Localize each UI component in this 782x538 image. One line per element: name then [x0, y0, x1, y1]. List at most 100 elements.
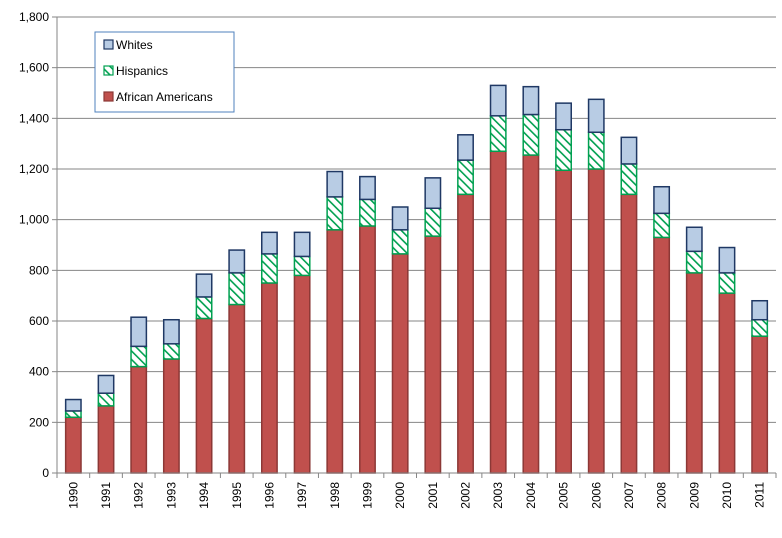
bar-segment-hispanics	[326, 196, 344, 231]
legend-label: Hispanics	[116, 64, 168, 78]
bar-segment-whites	[718, 246, 736, 274]
bar-segment-hispanics	[293, 255, 311, 277]
x-tick-label: 2011	[753, 482, 767, 508]
bar-segment-whites	[653, 185, 671, 215]
y-tick-label: 1,400	[19, 111, 49, 125]
y-tick-label: 600	[29, 314, 49, 328]
bar-segment-hispanics	[130, 345, 148, 368]
bar-segment-whites	[293, 231, 311, 258]
y-tick-label: 1,200	[19, 162, 49, 176]
x-tick-label: 1993	[164, 482, 178, 509]
bar-segment-african-americans	[457, 193, 474, 474]
bar-segment-african-americans	[326, 229, 344, 474]
bar-segment-whites	[391, 206, 409, 231]
bar-segment-african-americans	[130, 365, 148, 474]
y-tick-label: 200	[29, 415, 49, 429]
bar-segment-hispanics	[685, 250, 703, 274]
bar-segment-african-americans	[751, 335, 769, 474]
x-tick-label: 1997	[295, 482, 309, 509]
y-tick-label: 1,800	[19, 10, 49, 24]
bar-segment-hispanics	[228, 272, 246, 306]
bar-segment-whites	[620, 136, 638, 165]
bar-segment-whites	[326, 170, 344, 198]
legend-label: African Americans	[116, 90, 213, 104]
bar-segment-african-americans	[522, 154, 540, 474]
x-tick-label: 1995	[230, 482, 244, 509]
legend-swatch-african-americans	[103, 91, 114, 102]
bar-segment-whites	[261, 231, 278, 255]
bar-segment-whites	[751, 299, 769, 321]
y-tick-label: 1,000	[19, 213, 49, 227]
y-tick-label: 400	[29, 365, 49, 379]
bar-segment-whites	[522, 85, 540, 116]
bar-segment-african-americans	[391, 253, 409, 474]
bar-segment-african-americans	[620, 193, 638, 474]
bar-segment-hispanics	[555, 128, 572, 172]
bar-segment-whites	[457, 134, 474, 161]
y-tick-label: 0	[42, 466, 49, 480]
bar-segment-african-americans	[261, 282, 278, 474]
x-tick-label: 1990	[66, 482, 80, 509]
x-tick-label: 1992	[132, 482, 146, 509]
bar-segment-hispanics	[195, 296, 213, 320]
bar-segment-whites	[359, 175, 376, 201]
bar-segment-hispanics	[424, 207, 442, 237]
bar-segment-african-americans	[64, 416, 82, 474]
x-tick-label: 2004	[524, 482, 538, 509]
x-tick-label: 1991	[99, 482, 113, 509]
bar-segment-hispanics	[457, 159, 474, 196]
bar-segment-hispanics	[261, 253, 278, 284]
x-tick-label: 2002	[459, 482, 473, 509]
x-tick-label: 2000	[393, 482, 407, 509]
x-tick-label: 1999	[360, 482, 374, 509]
x-tick-label: 2005	[557, 482, 571, 509]
bar-segment-african-americans	[587, 168, 605, 474]
bar-segment-hispanics	[162, 343, 180, 360]
x-tick-label: 2003	[491, 482, 505, 509]
bar-segment-african-americans	[685, 272, 703, 474]
bar-segment-african-americans	[195, 317, 213, 474]
x-tick-label: 2009	[687, 482, 701, 509]
bar-segment-hispanics	[522, 113, 540, 156]
bar-segment-whites	[64, 398, 82, 412]
x-tick-label: 2010	[720, 482, 734, 509]
bar-segment-african-americans	[718, 292, 736, 474]
bar-segment-hispanics	[489, 115, 507, 153]
bar-segment-hispanics	[359, 198, 376, 227]
bar-segment-hispanics	[97, 392, 115, 407]
bar-segment-whites	[489, 84, 507, 117]
y-tick-label: 1,600	[19, 61, 49, 75]
bar-segment-whites	[97, 374, 115, 394]
bar-segment-african-americans	[228, 303, 246, 474]
bar-segment-hispanics	[620, 163, 638, 196]
x-tick-label: 2008	[655, 482, 669, 509]
bar-segment-african-americans	[555, 169, 572, 474]
legend-box	[94, 31, 235, 113]
x-tick-label: 1998	[328, 482, 342, 509]
x-axis-tick-labels: 1990 1991 1992 1993 1994 1995 1996 1997 1998 1999…	[56, 473, 777, 509]
bar-segment-african-americans	[97, 405, 115, 474]
legend-swatch-whites	[103, 39, 114, 50]
x-tick-label: 2006	[589, 482, 603, 509]
bar-segment-whites	[195, 273, 213, 298]
bar-segment-african-americans	[489, 150, 507, 474]
bar-segment-hispanics	[587, 131, 605, 170]
bar-segment-hispanics	[653, 212, 671, 239]
bar-segment-hispanics	[391, 229, 409, 255]
bar-segment-whites	[685, 226, 703, 253]
bar-segment-hispanics	[64, 410, 82, 419]
bar-segment-african-americans	[162, 358, 180, 474]
legend: Whites Hispanics African Americans	[94, 31, 235, 113]
legend-label: Whites	[116, 38, 153, 52]
bar-segment-african-americans	[359, 225, 376, 474]
bar-segment-whites	[555, 102, 572, 131]
bar-segment-whites	[424, 177, 442, 210]
x-tick-label: 1994	[197, 482, 211, 509]
bar-segment-whites	[162, 318, 180, 345]
y-axis-tick-labels: 0 200 400 600 800 1,000 1,200 1,400 1,600 1,800	[19, 10, 57, 480]
bar-segment-whites	[228, 249, 246, 274]
legend-swatch-hispanics	[103, 65, 114, 76]
bar-segment-whites	[587, 98, 605, 134]
y-tick-label: 800	[29, 263, 49, 277]
bars	[64, 84, 769, 474]
